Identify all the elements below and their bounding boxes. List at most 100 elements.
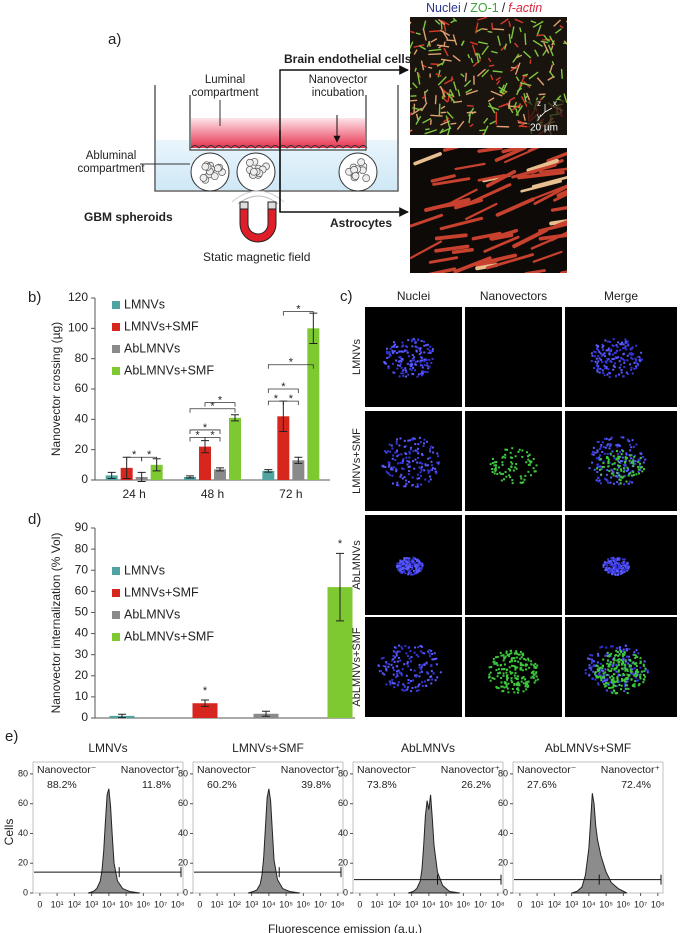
fiber	[493, 28, 505, 31]
y-axis-title: Nanovector internalization (% Vol)	[49, 533, 63, 714]
nucleus-dot	[624, 340, 627, 343]
nucleus-dot	[622, 353, 625, 356]
nucleus-dot	[618, 444, 621, 447]
nanovector-dot	[515, 682, 518, 685]
nucleus-dot	[401, 647, 404, 650]
nucleus-dot	[601, 680, 604, 683]
cell	[362, 174, 371, 183]
y-tick-label: 20	[178, 858, 188, 868]
nanovector-dot	[610, 669, 613, 672]
nucleus-dot	[614, 558, 617, 561]
nucleus-dot	[620, 436, 623, 439]
nucleus-dot	[607, 347, 610, 350]
nucleus-dot	[591, 354, 594, 357]
nucleus-dot	[390, 663, 393, 666]
fiber	[446, 92, 456, 103]
nanovector-dot	[511, 664, 514, 667]
nucleus-dot	[608, 461, 611, 464]
nucleus-dot	[411, 558, 414, 561]
nucleus-dot	[419, 650, 422, 653]
nanovector-dot	[500, 473, 503, 476]
nucleus-dot	[630, 352, 633, 355]
nucleus-dot	[630, 471, 633, 474]
fiber	[481, 28, 488, 31]
nucleus-dot	[603, 563, 606, 566]
nanovector-dot	[495, 656, 498, 659]
nanovector-dot	[621, 653, 624, 656]
astrocyte	[495, 197, 535, 217]
nucleus-dot	[421, 453, 424, 456]
nucleus-dot	[430, 665, 433, 668]
nucleus-dot	[435, 470, 438, 473]
nucleus-dot	[411, 559, 414, 562]
fiber	[482, 125, 489, 135]
nucleus-dot	[411, 363, 414, 366]
nanovector-dot	[602, 466, 605, 469]
nanovector-dot	[618, 658, 621, 661]
nucleus-dot	[385, 451, 388, 454]
nucleus-dot	[421, 684, 424, 687]
nucleus-dot	[392, 454, 395, 457]
fiber	[489, 120, 497, 125]
nanovector-dot	[521, 449, 524, 452]
nucleus-dot	[608, 447, 611, 450]
fiber	[430, 114, 443, 117]
nucleus-dot	[630, 454, 633, 457]
nucleus-dot	[593, 350, 596, 353]
nucleus-dot	[600, 354, 603, 357]
nucleus-dot	[606, 357, 609, 360]
nucleus-dot	[635, 361, 638, 364]
nanovector-dot	[510, 659, 513, 662]
nucleus-dot	[428, 678, 431, 681]
fiber	[446, 111, 454, 119]
nucleus-dot	[380, 657, 383, 660]
gate-percentage: 73.8%	[367, 779, 397, 791]
nanovector-dot	[611, 675, 614, 678]
nucleus-dot	[599, 482, 602, 485]
nanovector-dot	[513, 674, 516, 677]
nucleus-dot	[400, 672, 403, 675]
nanovector-dot	[625, 684, 628, 687]
nanovector-dot	[535, 675, 538, 678]
nucleus-dot	[401, 570, 404, 573]
nucleus-dot	[610, 348, 613, 351]
fiber	[524, 33, 527, 45]
nanovector-dot	[498, 671, 501, 674]
nucleus-dot	[626, 680, 629, 683]
nucleus-dot	[422, 442, 425, 445]
nanovector-dot	[496, 473, 499, 476]
y-tick-label: 40	[18, 828, 28, 838]
nucleus-dot	[625, 452, 628, 455]
nucleus-dot	[403, 569, 406, 572]
nucleus-dot	[437, 462, 440, 465]
nucleus-dot	[601, 346, 604, 349]
nanovector-dot	[532, 467, 535, 470]
nucleus-dot	[620, 565, 623, 568]
nanovector-dot	[635, 654, 638, 657]
nucleus-dot	[606, 443, 609, 446]
panel-label: b)	[28, 289, 41, 306]
significance-mark: *	[274, 393, 279, 405]
gate-percentage: 11.8%	[142, 779, 171, 791]
nucleus-dot	[613, 570, 616, 573]
nucleus-dot	[617, 558, 620, 561]
nanovector-dot	[608, 665, 611, 668]
nucleus-dot	[405, 652, 408, 655]
nucleus-dot	[634, 460, 637, 463]
nanovector-dot	[595, 676, 598, 679]
nucleus-dot	[396, 484, 399, 487]
nucleus-dot	[638, 465, 641, 468]
nanovector-dot	[532, 664, 535, 667]
nucleus-dot	[624, 564, 627, 567]
histogram-curve	[88, 788, 140, 894]
nucleus-dot	[606, 564, 609, 567]
nanovector-dot	[527, 455, 530, 458]
nanovector-dot	[622, 672, 625, 675]
nanovector-dot	[633, 653, 636, 656]
nucleus-dot	[622, 561, 625, 564]
fiber	[410, 115, 411, 117]
fiber	[476, 52, 480, 64]
nucleus-dot	[395, 351, 398, 354]
nucleus-dot	[418, 675, 421, 678]
nanovector-dot	[500, 479, 503, 482]
